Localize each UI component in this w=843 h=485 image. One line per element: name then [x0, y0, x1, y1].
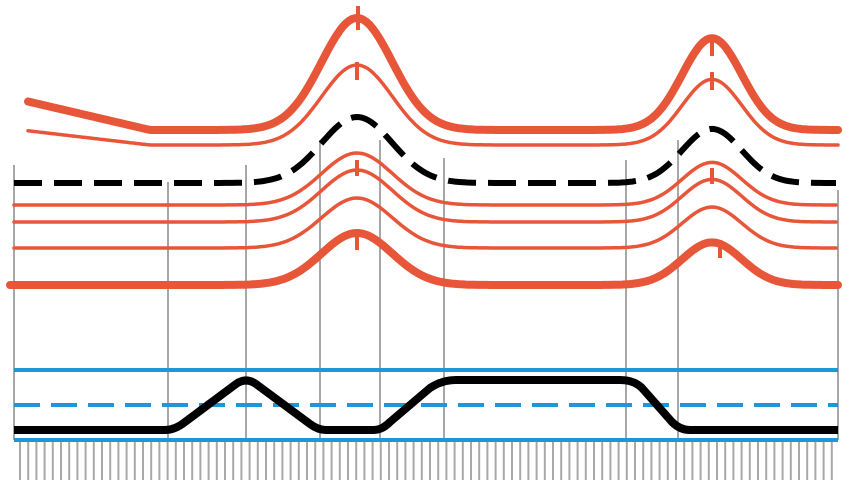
- profile-path: [14, 376, 838, 434]
- blue-reference-lines: [14, 368, 838, 442]
- contour-dashed-reference: [14, 113, 836, 186]
- profile-line: [14, 376, 838, 434]
- contour-bottom-thick: [6, 229, 842, 289]
- contour-5: [12, 168, 838, 224]
- contour-4: [12, 151, 838, 207]
- contour-6: [12, 196, 838, 250]
- peak-markers: [355, 6, 722, 258]
- contour-lines: [6, 14, 842, 289]
- bottom-tick-scale: [19, 442, 833, 480]
- contour-top-thick: [24, 14, 842, 134]
- contour-2: [26, 63, 840, 147]
